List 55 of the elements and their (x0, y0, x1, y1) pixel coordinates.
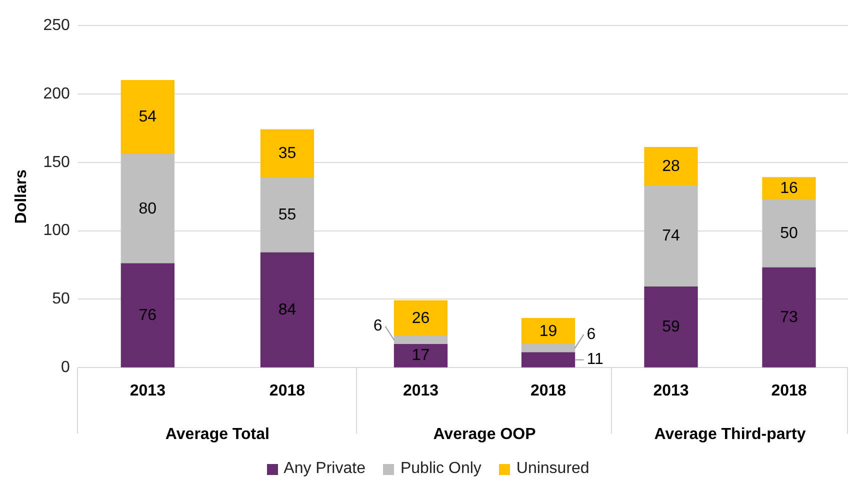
x-axis-title: Average Total (165, 426, 270, 443)
y-tick-label: 250 (43, 17, 70, 34)
data-label: 59 (662, 318, 680, 336)
bar (521, 352, 576, 368)
data-label: 26 (412, 310, 430, 327)
data-label: 17 (412, 347, 430, 364)
bar (394, 344, 448, 368)
y-tick-label: 100 (43, 222, 70, 240)
data-label: 76 (138, 306, 157, 324)
bar (394, 336, 448, 345)
data-label: 28 (662, 158, 680, 175)
bar (521, 318, 576, 345)
y-tick-label: 200 (43, 85, 70, 102)
x-axis-title: Average OOP (433, 426, 536, 443)
bar (260, 252, 314, 368)
y-tick-label: 150 (43, 154, 70, 171)
data-label: 11 (586, 351, 604, 368)
bar (120, 154, 174, 264)
bar (762, 199, 816, 268)
data-label: 84 (278, 301, 296, 318)
bar (521, 344, 576, 353)
bar (260, 129, 314, 178)
legend-label: Uninsured (516, 460, 590, 478)
bar (394, 300, 448, 336)
y-tick-label: 0 (60, 359, 70, 376)
x-tick-label: 2018 (530, 382, 566, 400)
x-tick-label: 2018 (771, 382, 807, 400)
data-label: 19 (539, 322, 558, 340)
data-label: 6 (373, 318, 382, 335)
data-label: 54 (138, 108, 157, 126)
bar (762, 177, 816, 200)
bar (260, 177, 314, 254)
legend-label: Any Private (284, 460, 366, 478)
data-label: 74 (662, 228, 680, 245)
x-tick-label: 2018 (269, 382, 306, 400)
x-tick-label: 2013 (653, 382, 689, 400)
bar (762, 267, 816, 368)
data-label: 16 (780, 180, 798, 197)
data-label: 73 (780, 308, 798, 326)
data-label: 6 (586, 326, 596, 343)
data-label: 80 (138, 200, 157, 218)
bar (644, 185, 698, 288)
x-tick-label: 2013 (130, 382, 166, 400)
data-label: 35 (278, 144, 296, 162)
x-tick-label: 2013 (402, 382, 439, 400)
y-axis-title: Dollars (13, 169, 30, 224)
data-label: 50 (780, 224, 798, 242)
y-tick-label: 50 (52, 290, 70, 308)
bar (644, 147, 698, 186)
data-label: 55 (278, 206, 296, 224)
bar (120, 263, 174, 368)
bar (644, 286, 698, 368)
bar (120, 80, 174, 155)
legend-label: Public Only (400, 460, 482, 478)
x-axis-title: Average Third-party (654, 426, 806, 443)
